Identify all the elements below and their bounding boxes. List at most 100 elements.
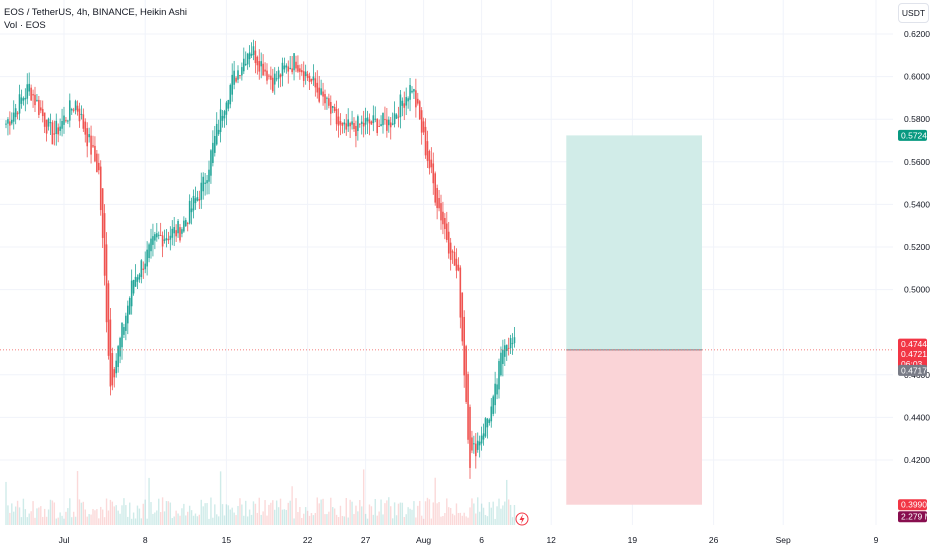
- candle-body: [289, 67, 291, 70]
- candle-body: [475, 443, 477, 457]
- volume-bar: [480, 503, 483, 525]
- volume-bar: [362, 469, 365, 525]
- volume-bar: [113, 506, 115, 525]
- candle-body: [345, 123, 348, 130]
- volume-bar: [9, 512, 11, 525]
- candle-body: [121, 322, 123, 348]
- candle-body: [399, 94, 402, 118]
- volume-bar: [357, 511, 359, 525]
- volume-bar: [295, 498, 297, 525]
- volume-bar: [393, 502, 396, 525]
- volume-bar: [482, 507, 485, 525]
- candle-body: [36, 99, 38, 101]
- candle-body: [30, 87, 32, 101]
- volume-bar: [204, 503, 206, 525]
- candle-body: [504, 345, 506, 357]
- candle-body: [343, 122, 346, 125]
- candle-body: [326, 97, 328, 99]
- volume-tag: [898, 511, 927, 523]
- volume-bar: [386, 500, 388, 525]
- candle-body: [186, 223, 189, 225]
- candle-body: [55, 120, 58, 134]
- volume-bar: [473, 503, 475, 525]
- volume-bar: [432, 502, 434, 525]
- volume-bar: [446, 498, 448, 525]
- price-axis[interactable]: 0.6200 0.6000 0.5800 0.5600 0.5400 0.5200 0.50…: [904, 29, 930, 465]
- volume-bar: [254, 503, 257, 525]
- time-axis[interactable]: Jul 8 15 22 27 Aug 6 12 19 26 Sep 9: [59, 535, 879, 545]
- time-tick-label: Jul: [59, 535, 70, 545]
- volume-bar: [384, 503, 386, 525]
- volume-bar: [78, 499, 81, 525]
- flash-icon[interactable]: [515, 512, 529, 526]
- volume-bar: [283, 509, 286, 525]
- volume-bar: [279, 498, 282, 525]
- candle-body: [447, 231, 450, 254]
- volume-bar: [372, 514, 375, 525]
- volume-bar: [463, 512, 465, 525]
- candle-body: [389, 122, 392, 128]
- long-position-tool[interactable]: [566, 135, 702, 505]
- volume-bar: [88, 514, 90, 525]
- candle-body: [395, 114, 398, 119]
- volume-bar: [397, 503, 400, 525]
- volume-bar: [289, 500, 291, 525]
- profit-zone[interactable]: [566, 135, 702, 350]
- candle-body: [12, 112, 15, 122]
- candle-body: [67, 120, 69, 122]
- candle-body: [328, 98, 330, 106]
- candle-body: [198, 198, 201, 201]
- volume-bar: [506, 479, 508, 525]
- candle-body: [241, 67, 243, 76]
- candle-body: [324, 94, 326, 104]
- volume-bar: [18, 507, 21, 525]
- loss-zone[interactable]: [566, 349, 702, 505]
- candle-body: [65, 120, 67, 122]
- volume-bar: [11, 503, 13, 525]
- candle-body: [471, 437, 473, 451]
- candle-body: [382, 113, 384, 126]
- currency-button[interactable]: USDT: [898, 3, 929, 23]
- candle-body: [430, 159, 433, 168]
- volume-bar: [368, 504, 371, 525]
- candle-body: [7, 119, 9, 124]
- volume-indicator-label[interactable]: Vol · EOS: [4, 20, 46, 31]
- candle-body: [417, 98, 419, 104]
- volume-bar: [322, 498, 324, 525]
- volume-bar: [121, 505, 123, 525]
- candle-body: [459, 267, 462, 318]
- target-price-tag: [898, 129, 927, 141]
- candle-body: [407, 98, 409, 102]
- candle-body: [308, 75, 311, 83]
- volume-bar: [142, 503, 144, 525]
- volume-bar: [229, 509, 231, 525]
- candle-body: [11, 119, 13, 124]
- volume-bar: [57, 517, 59, 525]
- price-tick-label: 0.5600: [904, 157, 930, 167]
- candle-body: [438, 197, 440, 209]
- volume-bar: [237, 505, 239, 525]
- volume-bar: [148, 477, 150, 525]
- volume-bar: [144, 499, 146, 525]
- volume-bar: [246, 516, 249, 525]
- candle-body: [9, 121, 11, 126]
- volume-bar: [494, 518, 496, 525]
- candle-body: [335, 108, 338, 125]
- volume-bar: [391, 518, 394, 525]
- volume-bar: [28, 513, 30, 525]
- volume-bar: [76, 471, 79, 525]
- candle-body: [159, 235, 162, 237]
- volume-bar: [333, 508, 336, 525]
- time-tick-label: 19: [628, 535, 638, 545]
- candle-body: [233, 70, 235, 85]
- volume-bar: [26, 517, 28, 525]
- candle-body: [467, 374, 469, 440]
- candle-body: [157, 234, 160, 236]
- volume-bar: [239, 498, 241, 525]
- symbol-title[interactable]: EOS / TetherUS, 4h, BINANCE, Heikin Ashi: [4, 7, 188, 18]
- volume-bar: [390, 506, 392, 525]
- candle-body: [111, 353, 114, 386]
- candle-body: [188, 200, 191, 224]
- volume-bar: [370, 506, 373, 525]
